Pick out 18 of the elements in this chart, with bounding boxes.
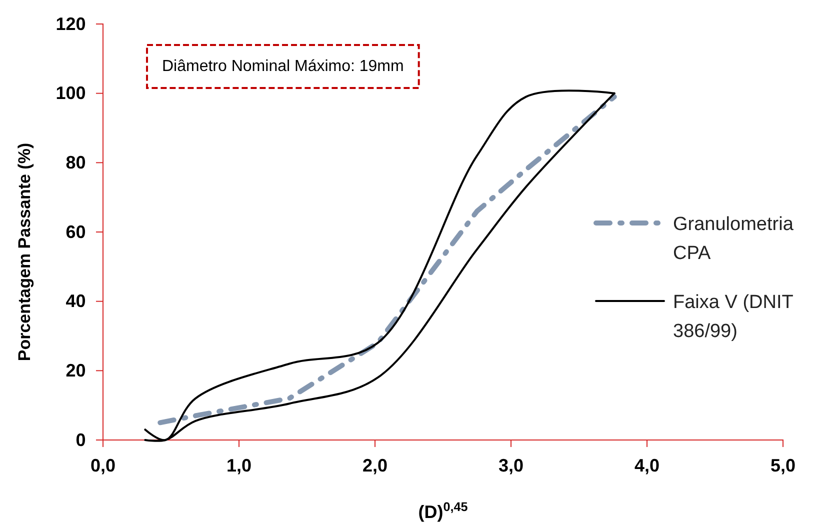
x-tick-label: 2,0 [362,456,388,476]
x-tick-label: 1,0 [226,456,252,476]
y-tick-label: 120 [56,14,86,34]
legend-label: Faixa V (DNIT 386/99) [673,292,794,342]
legend-label: Granulometria CPA [673,214,794,264]
x-tick-label: 5,0 [770,456,796,476]
y-axis-title: Porcentagem Passante (%) [15,142,34,362]
x-tick-label: 3,0 [498,456,524,476]
y-tick-label: 0 [76,430,86,450]
x-tick-label: 4,0 [634,456,660,476]
x-axis-title: (D)$^{0,45}$ [418,500,468,522]
y-tick-label: 100 [56,83,86,104]
y-tick-label: 20 [66,360,86,380]
y-tick-label: 60 [66,222,86,242]
x-tick-label: 0,0 [90,456,116,476]
y-tick-label: 80 [66,152,86,172]
annotation: Diâmetro Nominal Máximo: 19mm [162,58,404,75]
y-tick-label: 40 [66,291,86,312]
